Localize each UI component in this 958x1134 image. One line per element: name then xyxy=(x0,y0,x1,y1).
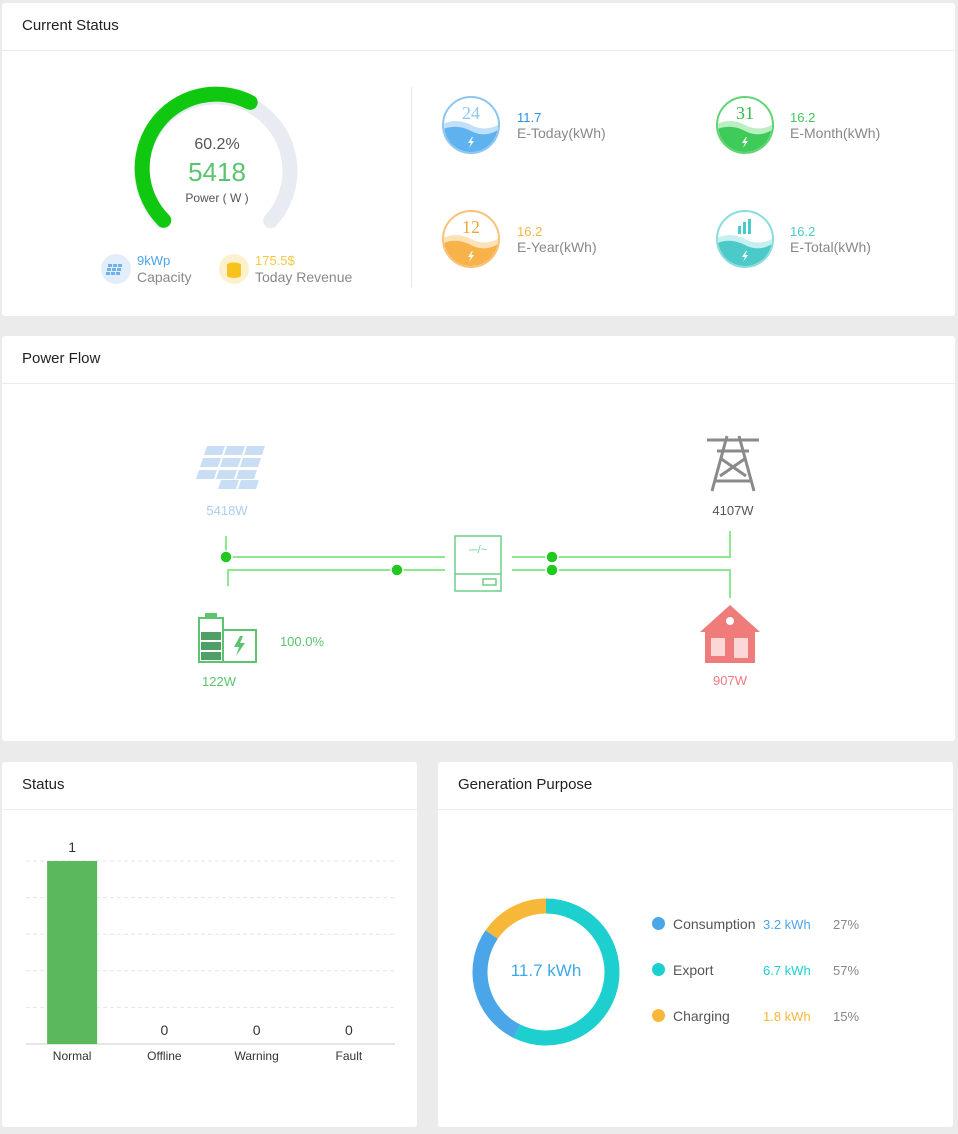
solar-panel-icon xyxy=(196,446,265,489)
legend-consumption-percent: 27% xyxy=(833,917,860,932)
status-card: Status 1 Normal 0 Offline 0 Warning 0 Fault xyxy=(2,762,417,1127)
legend-dot-consumption xyxy=(652,917,665,930)
status-title: Status xyxy=(2,762,417,810)
flow-nodes xyxy=(219,550,559,577)
bar-chart-icon xyxy=(716,210,774,268)
bar-label-normal: Normal xyxy=(52,1049,92,1063)
bar-value-warning: 0 xyxy=(252,1022,261,1038)
home-icon xyxy=(700,605,760,663)
e-month-value: 16.2 xyxy=(790,110,816,125)
calendar-year-icon xyxy=(442,210,500,268)
e-today-day-number: 24 xyxy=(462,103,480,123)
donut-slice-charging[interactable] xyxy=(485,898,547,940)
capacity-value: 9kWp xyxy=(137,253,171,268)
generation-purpose-title: Generation Purpose xyxy=(438,762,953,810)
generation-purpose-card: Generation Purpose 11.7 kWh Consumption … xyxy=(438,762,953,1127)
bar-label-offline: Offline xyxy=(147,1049,182,1063)
gauge-percent: 60.2% xyxy=(194,136,240,153)
power-tower-icon xyxy=(707,435,759,492)
inverter-icon: ⎓/~ xyxy=(454,535,502,592)
gauge-fill xyxy=(134,86,258,228)
legend-export-value: 6.7 kWh xyxy=(763,963,811,978)
grid-power-value: 4107W xyxy=(712,503,754,518)
current-status-title: Current Status xyxy=(2,3,955,51)
e-total-value: 16.2 xyxy=(790,224,816,239)
power-flow-card: Power Flow ⎓/~ xyxy=(2,336,955,741)
legend-export-percent: 57% xyxy=(833,963,860,978)
bar-value-offline: 0 xyxy=(160,1022,169,1038)
revenue-value: 175.5$ xyxy=(255,253,295,268)
e-today-label: E-Today(kWh) xyxy=(517,125,606,141)
legend-charging-name: Charging xyxy=(673,1008,730,1024)
svg-text:⎓/~: ⎓/~ xyxy=(469,544,487,556)
e-year-label: E-Year(kWh) xyxy=(517,239,597,255)
bar-value-fault: 0 xyxy=(344,1022,353,1038)
solar-panel-icon xyxy=(101,254,131,284)
load-power-value: 907W xyxy=(713,673,747,688)
e-total-label: E-Total(kWh) xyxy=(790,239,871,255)
battery-soc: 100.0% xyxy=(279,634,325,649)
calendar-month-icon xyxy=(716,96,774,154)
power-flow-title: Power Flow xyxy=(2,336,955,384)
donut-center-value: 11.7 kWh xyxy=(510,961,582,980)
bar-label-warning: Warning xyxy=(234,1049,279,1063)
status-bar-chart xyxy=(26,860,395,1045)
battery-icon xyxy=(198,613,257,663)
e-year-number: 12 xyxy=(462,217,480,237)
legend-consumption-value: 3.2 kWh xyxy=(763,917,811,932)
power-label: Power ( W ) xyxy=(185,191,249,205)
legend-dot-export xyxy=(652,963,665,976)
coins-icon xyxy=(219,254,249,284)
legend-charging-percent: 15% xyxy=(833,1009,860,1024)
power-gauge xyxy=(134,86,298,229)
revenue-label: Today Revenue xyxy=(255,269,353,285)
donut-slice-consumption[interactable] xyxy=(472,930,521,1038)
legend-charging-value: 1.8 kWh xyxy=(763,1009,811,1024)
pv-power-value: 5418W xyxy=(206,503,248,518)
e-month-label: E-Month(kWh) xyxy=(790,125,881,141)
status-divider xyxy=(411,87,412,287)
e-year-value: 16.2 xyxy=(517,224,543,239)
generation-donut-chart xyxy=(472,898,620,1046)
legend-dot-charging xyxy=(652,1009,665,1022)
bar-normal[interactable] xyxy=(47,861,98,1044)
legend-consumption-name: Consumption xyxy=(673,916,756,932)
bar-label-fault: Fault xyxy=(335,1049,363,1063)
bar-value-normal: 1 xyxy=(68,839,77,855)
current-status-card: Current Status 60.2% 5418 Power ( W ) 9k… xyxy=(2,3,955,316)
battery-power-value: 122W xyxy=(202,674,236,689)
e-today-value: 11.7 xyxy=(517,110,542,125)
calendar-day-icon xyxy=(442,96,500,154)
capacity-label: Capacity xyxy=(137,269,192,285)
donut-slice-export[interactable] xyxy=(513,898,620,1046)
e-month-day-number: 31 xyxy=(736,103,754,123)
power-value: 5418 xyxy=(188,157,246,187)
power-flow-diagram: ⎓/~ xyxy=(196,435,760,663)
legend-export-name: Export xyxy=(673,962,714,978)
